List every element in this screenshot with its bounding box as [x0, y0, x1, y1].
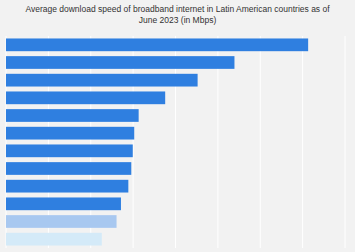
bar [6, 162, 131, 175]
bar [6, 74, 198, 87]
bar [6, 109, 139, 122]
title: Average download speed of broadband inte… [25, 4, 330, 25]
chart-svg: Average download speed of broadband inte… [0, 0, 355, 252]
grid-line [345, 36, 346, 248]
grid [6, 36, 345, 248]
bar [6, 197, 121, 210]
bar [6, 91, 165, 104]
bar [6, 180, 128, 193]
chart-container: Average download speed of broadband inte… [0, 0, 355, 252]
bar [6, 127, 134, 140]
grid-line [260, 36, 261, 248]
title-line: Average download speed of broadband inte… [25, 4, 330, 14]
bar [6, 144, 133, 157]
bar [6, 56, 234, 69]
bar [6, 215, 117, 228]
background [0, 0, 355, 252]
bar [6, 233, 102, 246]
bars [6, 38, 308, 245]
title-line: June 2023 (in Mbps) [139, 15, 217, 25]
grid-line [302, 36, 303, 248]
bar [6, 38, 308, 51]
